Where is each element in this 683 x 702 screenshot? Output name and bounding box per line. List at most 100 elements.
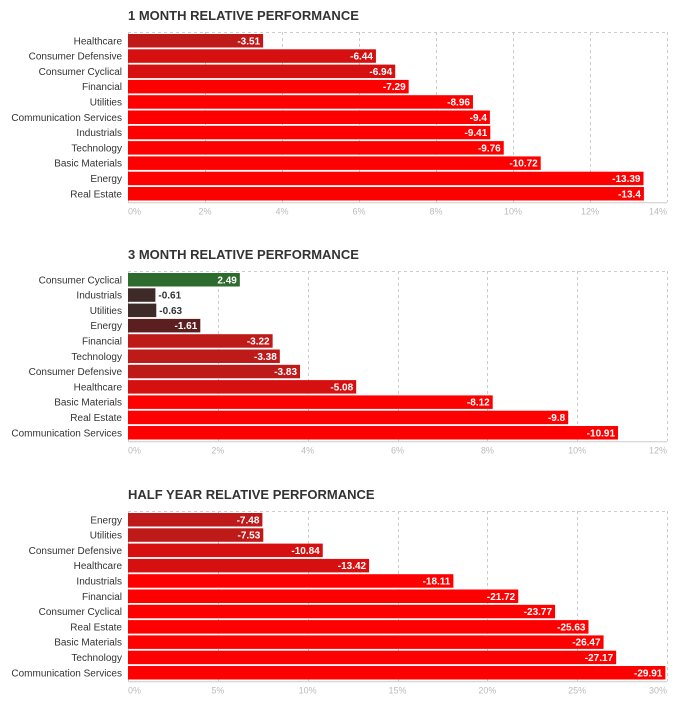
value-label: -7.29 bbox=[383, 82, 406, 93]
bar[interactable] bbox=[128, 95, 473, 109]
bar[interactable] bbox=[128, 589, 519, 604]
bar[interactable] bbox=[128, 171, 644, 186]
bar[interactable] bbox=[128, 110, 490, 125]
category-label: Technology bbox=[71, 653, 122, 664]
bar[interactable] bbox=[128, 141, 504, 155]
category-label: Basic Materials bbox=[54, 159, 122, 170]
value-label: -9.41 bbox=[464, 128, 487, 139]
value-label: -0.61 bbox=[158, 291, 181, 302]
category-label: Basic Materials bbox=[54, 638, 122, 649]
category-label: Energy bbox=[90, 321, 122, 332]
chart-title: HALF YEAR RELATIVE PERFORMANCE bbox=[128, 487, 375, 502]
x-tick-label: 4% bbox=[301, 445, 314, 455]
value-label: -3.51 bbox=[237, 36, 260, 47]
value-label: -13.4 bbox=[618, 189, 641, 200]
chart-panel-half-year: HALF YEAR RELATIVE PERFORMANCE 0% 5% 10% 15… bbox=[0, 487, 683, 702]
bar[interactable] bbox=[128, 187, 644, 201]
value-label: -13.42 bbox=[338, 561, 367, 572]
bar[interactable] bbox=[128, 349, 280, 364]
value-label: -3.22 bbox=[247, 336, 270, 347]
category-label: Consumer Cyclical bbox=[39, 67, 122, 78]
value-label: -7.48 bbox=[237, 515, 260, 526]
bar[interactable] bbox=[128, 156, 541, 170]
bar[interactable] bbox=[128, 558, 370, 573]
category-label: Healthcare bbox=[74, 36, 123, 47]
bar[interactable] bbox=[128, 334, 273, 348]
category-label: Consumer Defensive bbox=[29, 546, 123, 557]
bar[interactable] bbox=[128, 543, 323, 558]
x-tick-label: 10% bbox=[299, 685, 317, 695]
category-label: Healthcare bbox=[74, 382, 123, 393]
x-tick-label: 5% bbox=[211, 685, 224, 695]
value-label: -8.12 bbox=[467, 398, 490, 409]
category-label: Energy bbox=[90, 515, 122, 526]
x-tick-label: 12% bbox=[581, 206, 599, 216]
bar[interactable] bbox=[128, 303, 157, 318]
category-label: Consumer Defensive bbox=[29, 52, 123, 63]
value-label: -21.72 bbox=[487, 592, 516, 603]
bar[interactable] bbox=[128, 288, 156, 302]
value-label: -6.94 bbox=[369, 67, 392, 78]
bar[interactable] bbox=[128, 426, 619, 440]
category-label: Utilities bbox=[90, 531, 122, 542]
category-label: Real Estate bbox=[70, 189, 122, 200]
bar[interactable] bbox=[128, 364, 301, 379]
bar[interactable] bbox=[128, 650, 617, 665]
bar[interactable] bbox=[128, 666, 666, 680]
category-label: Technology bbox=[71, 352, 122, 363]
category-label: Industrials bbox=[76, 128, 122, 139]
bar-chart-1-month: 0% 2% 4% 6% 8% 10% 12% 14% Healthcare -3.51 Consum… bbox=[11, 32, 668, 216]
x-tick-label: 25% bbox=[568, 685, 586, 695]
bar[interactable] bbox=[128, 574, 454, 588]
x-tick-label: 2% bbox=[211, 445, 224, 455]
category-label: Utilities bbox=[90, 97, 122, 108]
value-label: -13.39 bbox=[612, 174, 641, 185]
x-tick-label: 12% bbox=[649, 445, 667, 455]
category-label: Real Estate bbox=[70, 622, 122, 633]
bar-chart-half-year: 0% 5% 10% 15% 20% 25% 30% Energy -7.48 Utilities -… bbox=[11, 511, 668, 695]
x-tick-label: 6% bbox=[391, 445, 404, 455]
bar[interactable] bbox=[128, 125, 491, 140]
x-tick-label: 8% bbox=[429, 206, 442, 216]
value-label: -8.96 bbox=[447, 97, 470, 108]
value-label: -27.17 bbox=[585, 653, 614, 664]
bar[interactable] bbox=[128, 620, 589, 634]
category-label: Communication Services bbox=[11, 668, 122, 679]
value-label: -25.63 bbox=[557, 622, 586, 633]
bar[interactable] bbox=[128, 79, 409, 94]
value-label: -9.8 bbox=[548, 413, 566, 424]
value-label: -3.38 bbox=[254, 352, 277, 363]
bar[interactable] bbox=[128, 635, 604, 649]
category-label: Communication Services bbox=[11, 428, 122, 439]
category-label: Industrials bbox=[76, 576, 122, 587]
x-tick-label: 8% bbox=[481, 445, 494, 455]
x-tick-label: 15% bbox=[388, 685, 406, 695]
bar[interactable] bbox=[128, 318, 201, 333]
value-label: -10.72 bbox=[509, 159, 538, 170]
bar[interactable] bbox=[128, 273, 240, 287]
bar[interactable] bbox=[128, 395, 493, 409]
x-tick-label: 4% bbox=[275, 206, 288, 216]
category-label: Basic Materials bbox=[54, 398, 122, 409]
bar[interactable] bbox=[128, 528, 264, 542]
bar[interactable] bbox=[128, 604, 556, 619]
category-label: Consumer Cyclical bbox=[39, 607, 122, 618]
bar[interactable] bbox=[128, 49, 376, 63]
x-tick-label: 10% bbox=[568, 445, 586, 455]
x-tick-label: 6% bbox=[352, 206, 365, 216]
bar[interactable] bbox=[128, 410, 569, 425]
bar[interactable] bbox=[128, 513, 263, 527]
value-label: -26.47 bbox=[572, 638, 601, 649]
category-label: Utilities bbox=[90, 306, 122, 317]
category-label: Technology bbox=[71, 143, 122, 154]
value-label: -0.63 bbox=[159, 306, 182, 317]
value-label: -3.83 bbox=[274, 367, 297, 378]
x-tick-label: 30% bbox=[649, 685, 667, 695]
category-label: Financial bbox=[82, 336, 122, 347]
bar[interactable] bbox=[128, 380, 357, 394]
bar[interactable] bbox=[128, 34, 264, 48]
chart-panel-3-month: 3 MONTH RELATIVE PERFORMANCE 0% 2% 4% 6% 8% 1… bbox=[0, 247, 683, 469]
bar[interactable] bbox=[128, 64, 396, 79]
value-label: -29.91 bbox=[634, 668, 663, 679]
chart-title: 1 MONTH RELATIVE PERFORMANCE bbox=[128, 8, 359, 23]
